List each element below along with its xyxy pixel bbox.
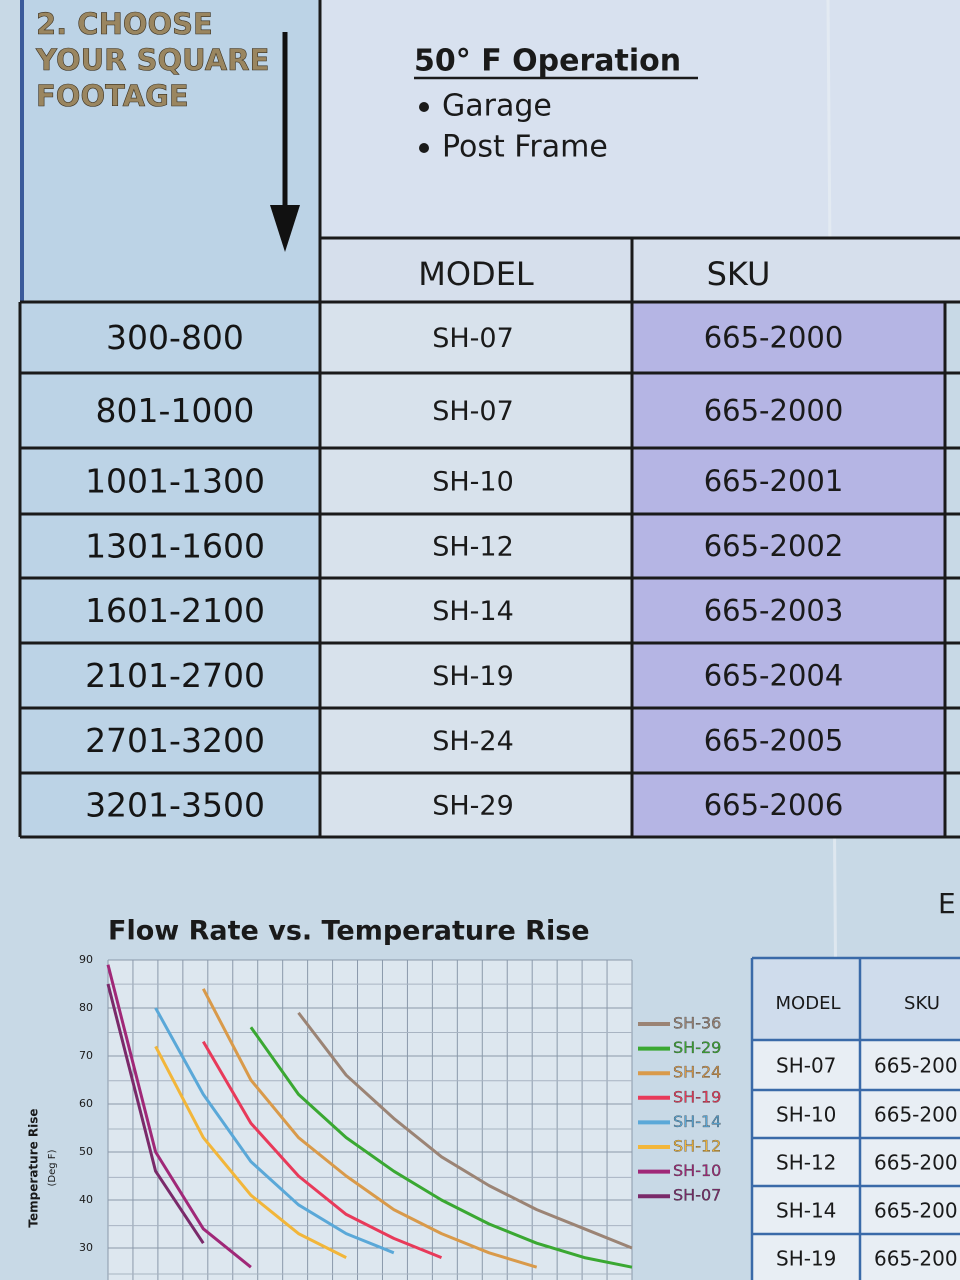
square-footage: 801-1000 [96,391,255,430]
bullet [419,143,429,153]
square-footage: 1301-1600 [85,527,265,566]
step-panel [20,0,320,302]
legend-label: SH-14 [673,1112,721,1131]
table-column [20,302,320,837]
legend-label: SH-29 [673,1038,721,1057]
operation-panel [320,0,960,238]
side-header: SKU [904,993,940,1014]
y-tick-label: 50 [79,1145,93,1158]
side-model: SH-14 [776,1199,836,1223]
square-footage: 1001-1300 [85,462,265,501]
step-heading: YOUR SQUARE [35,43,269,77]
table-header-bg [320,238,960,302]
table-header: MODEL [418,255,534,293]
side-model: SH-07 [776,1054,836,1078]
y-tick-label: 80 [79,1001,93,1014]
sku: 665-2000 [704,321,844,355]
table-column [320,302,632,837]
y-axis-label: Temperature Rise [27,1108,41,1227]
legend-label: SH-24 [673,1063,721,1082]
legend-label: SH-07 [673,1186,721,1205]
operation-bullet: Garage [442,89,552,124]
side-sku: 665-200 [874,1103,958,1127]
sku: 665-2004 [704,659,844,693]
model: SH-07 [432,323,514,354]
arrow-head [270,205,300,252]
y-tick-label: 70 [79,1049,93,1062]
step-heading: 2. CHOOSE [36,7,213,41]
y-tick-label: 30 [79,1241,93,1254]
side-header: MODEL [776,993,841,1014]
legend-label: SH-10 [673,1161,721,1180]
legend-label: SH-12 [673,1137,721,1156]
model: SH-29 [432,791,514,822]
square-footage: 2701-3200 [85,721,265,760]
table-column [632,302,945,837]
series-line [154,1007,395,1255]
sku: 665-2001 [704,464,844,498]
series-line [202,1040,443,1259]
model: SH-19 [432,661,514,692]
side-model: SH-12 [776,1151,836,1175]
sku: 665-2006 [704,788,844,822]
sku: 665-2003 [704,594,844,628]
model: SH-12 [432,532,514,563]
operation-title: 50° F Operation [414,44,681,79]
y-axis-unit: (Deg F) [47,1149,58,1186]
side-model: SH-10 [776,1103,836,1127]
sku: 665-2005 [704,724,844,758]
square-footage: 300-800 [106,318,244,357]
bullet [419,102,429,112]
legend-label: SH-19 [673,1087,721,1106]
side-sku: 665-200 [874,1054,958,1078]
model: SH-14 [432,596,514,627]
square-footage: 2101-2700 [85,656,265,695]
side-sku: 665-200 [874,1247,958,1271]
sku: 665-2002 [704,529,844,563]
series-line [106,964,252,1269]
series-line [201,988,538,1269]
chart-title: Flow Rate vs. Temperature Rise [108,916,590,947]
side-model: SH-19 [776,1247,836,1271]
sku: 665-2000 [704,394,844,428]
operation-bullet: Post Frame [442,130,608,165]
series-line [154,1045,347,1259]
table-header: SKU [707,255,771,293]
model: SH-07 [432,396,514,427]
y-tick-label: 60 [79,1097,93,1110]
series-line [106,983,205,1245]
side-sku: 665-200 [874,1151,958,1175]
side-title: E [938,887,956,920]
series-line [249,1026,633,1269]
y-tick-label: 40 [79,1193,93,1206]
square-footage: 1601-2100 [85,591,265,630]
legend-label: SH-36 [673,1014,721,1033]
side-header-bg [752,958,960,1040]
model: SH-24 [432,726,514,757]
square-footage: 3201-3500 [85,786,265,825]
series-line [297,1011,633,1250]
side-sku: 665-200 [874,1199,958,1223]
model: SH-10 [432,467,514,498]
step-heading: FOOTAGE [36,79,189,113]
y-tick-label: 90 [79,953,93,966]
